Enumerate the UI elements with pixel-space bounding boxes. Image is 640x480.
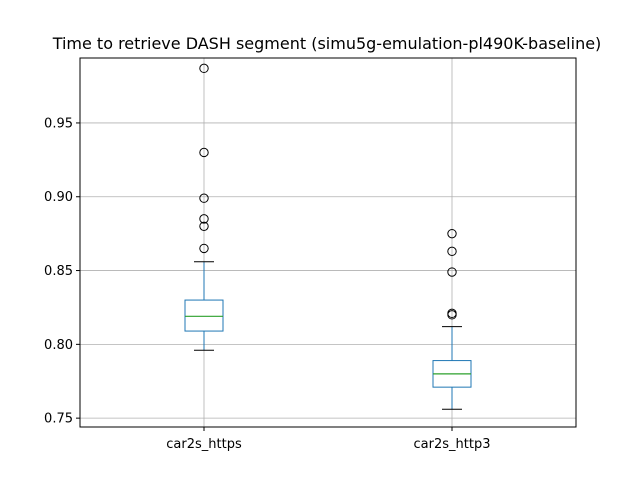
outlier-point <box>199 63 209 74</box>
box-series <box>184 63 472 410</box>
outlier-point <box>447 246 457 257</box>
outlier-point <box>199 214 209 224</box>
y-axis: 0.75 0.80 0.85 0.90 0.95 <box>44 116 80 427</box>
outlier-point <box>199 243 209 254</box>
box-car2s_https <box>184 63 224 351</box>
chart-title: Time to retrieve DASH segment (simu5g-em… <box>52 34 602 53</box>
outlier-point <box>447 267 457 277</box>
y-tick-label: 0.95 <box>44 116 73 131</box>
x-tick-label: car2s_http3 <box>414 437 491 452</box>
outlier-point <box>447 308 457 319</box>
grid-lines <box>80 58 576 427</box>
outlier-point <box>199 221 209 231</box>
y-tick-label: 0.85 <box>44 264 73 279</box>
y-tick-label: 0.90 <box>44 190 73 205</box>
x-axis: car2s_https car2s_http3 <box>166 427 490 452</box>
iqr-box <box>184 299 224 332</box>
y-tick-label: 0.75 <box>44 412 73 427</box>
outlier-point <box>447 228 457 239</box>
outlier-point <box>199 193 209 203</box>
plot-frame <box>79 57 577 428</box>
y-tick-label: 0.80 <box>44 338 73 353</box>
x-tick-label: car2s_https <box>166 437 242 452</box>
box-car2s_http3 <box>432 228 472 410</box>
outlier-point <box>199 147 209 158</box>
